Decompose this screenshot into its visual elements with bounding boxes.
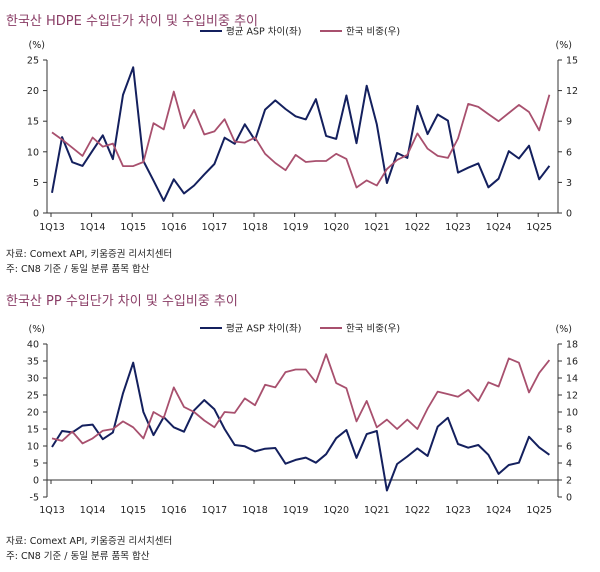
x-tick-label: 1Q19 — [283, 222, 309, 233]
x-tick-label: 1Q16 — [161, 505, 187, 516]
x-tick-label: 1Q13 — [39, 505, 65, 516]
right-tick-label: 0 — [566, 493, 572, 504]
left-tick-label: 20 — [27, 86, 39, 97]
x-tick-label: 1Q23 — [445, 505, 471, 516]
right-tick-label: 18 — [566, 340, 578, 351]
x-tick-label: 1Q22 — [405, 505, 431, 516]
x-tick-label: 1Q15 — [120, 505, 146, 516]
left-unit-label: (%) — [29, 324, 45, 335]
x-tick-label: 1Q18 — [242, 222, 268, 233]
left-tick-label: -5 — [30, 493, 39, 504]
legend-label: 평균 ASP 차이(좌) — [226, 26, 301, 38]
left-tick-label: 5 — [33, 178, 39, 189]
x-tick-label: 1Q19 — [283, 505, 309, 516]
left-tick-label: 5 — [33, 459, 39, 470]
x-tick-label: 1Q20 — [323, 222, 349, 233]
right-unit-label: (%) — [556, 324, 572, 335]
chart1-hdpe: (%) (%) 0 5 10 15 20 25 0 3 6 9 12 15 1Q13 1Q14 1Q15 1Q16… — [27, 26, 578, 234]
x-tick-label: 1Q20 — [323, 505, 349, 516]
left-tick-label: 20 — [27, 408, 39, 419]
chart1-note: 주: CN8 기준 / 동일 분류 품목 합산 — [6, 264, 150, 275]
x-tick-label: 1Q24 — [486, 222, 512, 233]
left-tick-label: 30 — [27, 374, 39, 385]
right-tick-label: 15 — [566, 56, 578, 67]
korea-share-line — [51, 90, 551, 189]
right-tick-label: 6 — [566, 147, 572, 158]
x-tick-label: 1Q25 — [526, 505, 552, 516]
chart1-source: 자료: Comext API, 키움증권 리서치센터 — [6, 249, 173, 260]
left-tick-label: 15 — [27, 117, 39, 128]
left-tick-label: 15 — [27, 425, 39, 436]
x-tick-label: 1Q24 — [486, 505, 512, 516]
x-tick-label: 1Q17 — [202, 505, 228, 516]
right-tick-label: 14 — [566, 374, 578, 385]
x-tick-label: 1Q15 — [120, 222, 146, 233]
x-tick-label: 1Q17 — [202, 222, 228, 233]
x-tick-label: 1Q14 — [80, 222, 106, 233]
x-tick-label: 1Q22 — [405, 222, 431, 233]
left-tick-label: 0 — [33, 209, 39, 220]
x-tick-label: 1Q16 — [161, 222, 187, 233]
left-tick-label: 0 — [33, 476, 39, 487]
legend-label: 평균 ASP 차이(좌) — [226, 323, 301, 335]
right-tick-label: 6 — [566, 442, 572, 453]
chart2-pp: (%) (%) -5 0 5 10 15 20 25 30 35 40 0 2 4 6 8 10 12 14 16 18 1… — [27, 323, 578, 517]
x-tick-label: 1Q13 — [39, 222, 65, 233]
x-tick-label: 1Q23 — [445, 222, 471, 233]
korea-share-line — [51, 353, 551, 445]
right-tick-label: 16 — [566, 357, 578, 368]
chart2-source: 자료: Comext API, 키움증권 리서치센터 — [6, 536, 173, 547]
asp-diff-line — [51, 361, 550, 492]
left-tick-label: 25 — [27, 56, 39, 67]
left-tick-label: 25 — [27, 391, 39, 402]
right-tick-label: 3 — [566, 178, 572, 189]
legend-label: 한국 비중(우) — [346, 27, 400, 38]
right-tick-label: 2 — [566, 476, 572, 487]
x-tick-label: 1Q21 — [364, 222, 390, 233]
chart2-note: 주: CN8 기준 / 동일 분류 품목 합산 — [6, 551, 150, 562]
x-tick-label: 1Q18 — [242, 505, 268, 516]
right-tick-label: 4 — [566, 459, 572, 470]
right-tick-label: 12 — [566, 391, 578, 402]
left-unit-label: (%) — [29, 40, 45, 51]
right-tick-label: 8 — [566, 425, 572, 436]
left-tick-label: 40 — [27, 340, 39, 351]
right-unit-label: (%) — [556, 40, 572, 51]
chart2-title: 한국산 PP 수입단가 차이 및 수입비중 추이 — [6, 294, 238, 309]
right-tick-label: 10 — [566, 408, 578, 419]
left-tick-label: 35 — [27, 357, 39, 368]
right-tick-label: 9 — [566, 117, 572, 128]
chart1-title: 한국산 HDPE 수입단가 차이 및 수입비중 추이 — [6, 14, 258, 29]
x-tick-label: 1Q25 — [526, 222, 552, 233]
right-tick-label: 0 — [566, 209, 572, 220]
legend-label: 한국 비중(우) — [346, 324, 400, 335]
x-tick-label: 1Q21 — [364, 505, 390, 516]
x-tick-label: 1Q14 — [80, 505, 106, 516]
right-tick-label: 12 — [566, 86, 578, 97]
left-tick-label: 10 — [27, 147, 39, 158]
asp-diff-line — [51, 66, 551, 202]
left-tick-label: 10 — [27, 442, 39, 453]
